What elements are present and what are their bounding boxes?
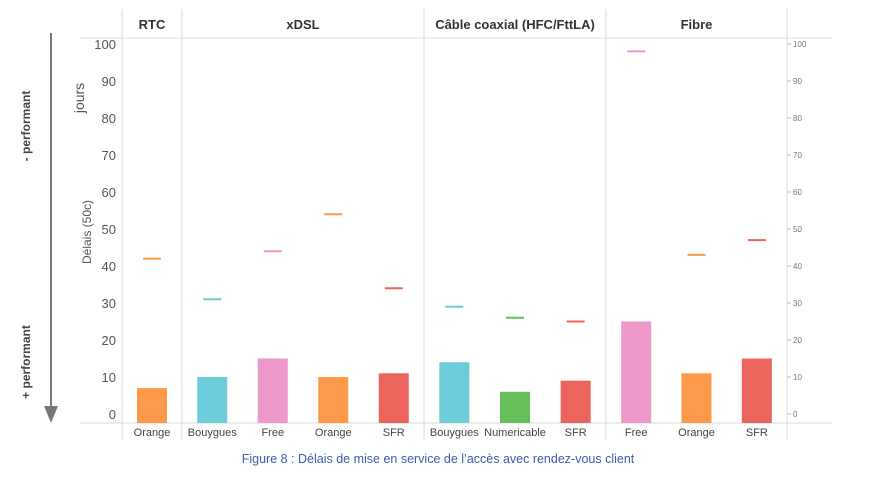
y-tick-label: 80 [102,111,116,126]
bar [318,377,349,423]
bar [439,362,470,423]
x-tick-label: Orange [315,427,352,439]
arrow-label-bottom: + performant [19,325,33,399]
x-tick-label: Free [625,427,648,439]
bar [500,391,530,423]
y-tick-label-right: 40 [793,262,802,271]
facet-headers: RTC xDSL Câble coaxial (HFC/FttLA) Fibre [139,17,713,32]
x-tick-label: Orange [134,427,171,439]
facet-header: Fibre [681,17,713,32]
arrow-head [44,406,58,423]
bar [621,321,652,423]
y-tick-label-right: 60 [793,188,802,197]
markers [143,50,766,323]
y-tick-label-right: 50 [793,225,802,234]
y-tick-label: 60 [102,185,116,200]
x-axis-labels: Orange Bouygues Free Orange SFR Bouygues Numer… [134,427,768,439]
figure-caption: Figure 8 : Délais de mise en service de … [241,452,635,466]
y-tick-label-right: 10 [793,373,802,382]
bar [681,373,712,423]
facet-header: xDSL [286,17,319,32]
y-tick-label: 70 [102,148,116,163]
bar [741,358,772,423]
x-tick-label: Bouygues [188,427,237,439]
y-tick-label-right: 20 [793,336,802,345]
arrow-label-top: - performant [19,91,33,162]
facet-header: Câble coaxial (HFC/FttLA) [435,17,595,32]
bar [257,358,288,423]
x-tick-label: SFR [746,427,768,439]
y-unit-label: jours [71,83,87,114]
y-tick-label-right: 100 [793,40,807,49]
bars [137,321,772,423]
y-tick-label-right: 30 [793,299,802,308]
bar [560,380,591,423]
x-tick-label: Orange [678,427,715,439]
y-tick-label: 10 [102,370,116,385]
bar [137,388,167,423]
x-tick-label: SFR [383,427,405,439]
facet-header: RTC [139,17,166,32]
y-tick-label: 100 [94,37,116,52]
y-axis-title: Délais (50c) [80,200,94,264]
bar [197,377,228,423]
x-tick-label: Numericable [484,427,546,439]
y-tick-label-right: 80 [793,114,802,123]
y-tick-label: 40 [102,259,116,274]
y-axis-left: 0 10 20 30 40 50 60 70 80 90 100 jours Délais (50c) [71,37,116,422]
y-tick-label: 30 [102,296,116,311]
y-axis-right: 0 10 20 30 40 50 60 70 80 90 100 [787,40,807,419]
performance-arrow: - performant + performant [19,33,58,423]
x-tick-label: Bouygues [430,427,479,439]
y-tick-label-right: 0 [793,410,798,419]
bar [378,373,409,423]
y-tick-label: 20 [102,333,116,348]
y-tick-label-right: 70 [793,151,802,160]
y-tick-label: 90 [102,74,116,89]
y-tick-label: 0 [109,407,116,422]
x-tick-label: SFR [565,427,587,439]
y-tick-label-right: 90 [793,77,802,86]
x-tick-label: Free [261,427,284,439]
y-tick-label: 50 [102,222,116,237]
